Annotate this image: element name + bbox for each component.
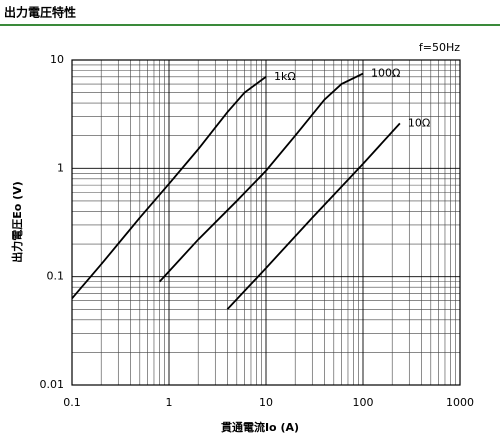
plot-frame	[71, 59, 461, 386]
header: 出力電圧特性	[4, 5, 76, 20]
x-tick-label: 1	[166, 396, 173, 409]
y-tick-label: 1	[57, 161, 64, 174]
x-tick-label: 1000	[446, 396, 474, 409]
series-line	[158, 72, 364, 283]
x-tick-label: 100	[353, 396, 374, 409]
series-label: 1kΩ	[274, 70, 296, 83]
series-line	[71, 76, 267, 299]
series-line	[226, 122, 401, 310]
y-tick-label: 0.01	[40, 378, 65, 391]
x-axis-label: 貫通電流Io (A)	[221, 420, 299, 434]
y-tick-label: 0.1	[47, 270, 65, 283]
series-label: 100Ω	[371, 67, 400, 80]
x-tick-label: 0.1	[63, 396, 81, 409]
annotation: f=50Hz	[419, 41, 460, 54]
x-tick-label: 10	[259, 396, 273, 409]
y-axis-label: 出力電圧Eo (V)	[10, 181, 24, 262]
y-tick-label: 10	[50, 53, 64, 66]
series-label: 10Ω	[408, 116, 430, 129]
